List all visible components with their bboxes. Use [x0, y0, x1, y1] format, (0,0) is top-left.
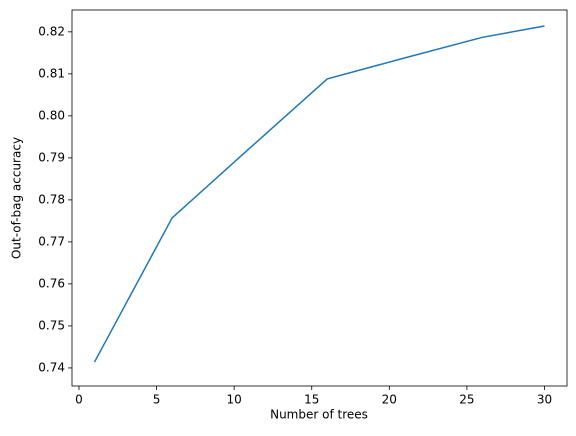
- plot-frame: [71, 9, 568, 387]
- x-tick-label: 25: [459, 393, 474, 407]
- y-tick-label: 0.78: [38, 192, 65, 206]
- y-tick-label: 0.75: [38, 318, 65, 332]
- x-tick-label: 0: [75, 393, 83, 407]
- y-tick-label: 0.76: [38, 276, 65, 290]
- y-tick-label: 0.77: [38, 234, 65, 248]
- y-tick-label: 0.81: [38, 66, 65, 80]
- y-axis-label: Out-of-bag accuracy: [10, 137, 24, 259]
- y-tick-label: 0.74: [38, 360, 65, 374]
- y-tick-label: 0.82: [38, 24, 65, 38]
- y-tick-label: 0.79: [38, 150, 65, 164]
- x-tick-label: 15: [304, 393, 319, 407]
- x-tick-label: 20: [382, 393, 397, 407]
- x-tick-label: 30: [537, 393, 552, 407]
- data-line: [93, 25, 545, 363]
- x-tick-label: 10: [227, 393, 242, 407]
- x-tick-label: 5: [153, 393, 161, 407]
- x-axis-label: Number of trees: [270, 408, 368, 422]
- y-tick-label: 0.80: [38, 108, 65, 122]
